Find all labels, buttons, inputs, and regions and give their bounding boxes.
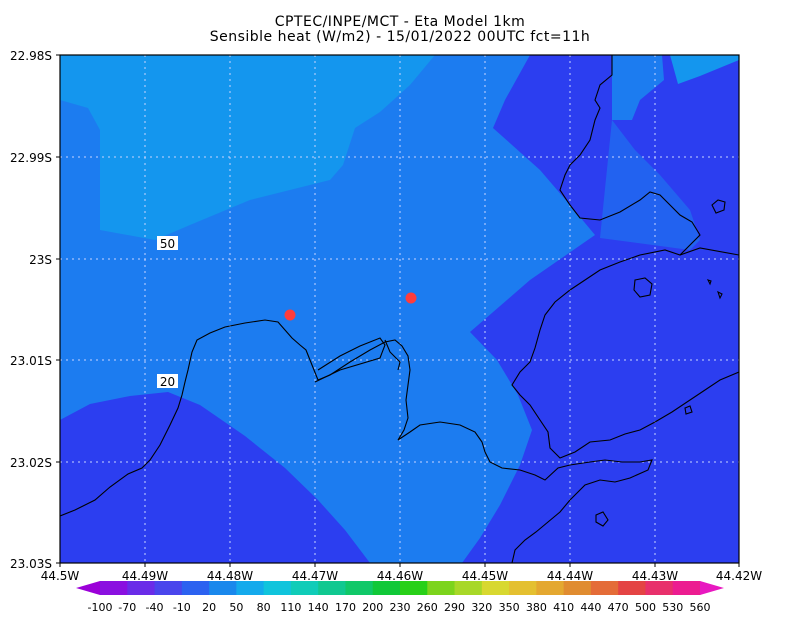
lon-label: 44.5W — [41, 569, 80, 583]
field-above-50-ne — [670, 55, 739, 84]
colorbar-label: 320 — [471, 601, 492, 614]
colorbar-swatch — [127, 581, 156, 595]
field-below-20-west — [60, 392, 370, 563]
colorbar-label: 290 — [444, 601, 465, 614]
svg-text:50: 50 — [160, 237, 175, 251]
axis-ticks — [56, 54, 740, 567]
coastline-islet-5 — [717, 290, 723, 300]
field-20-50-ne-edge — [600, 120, 700, 250]
field-below-20-east — [462, 55, 739, 563]
colorbar-swatch — [454, 581, 483, 595]
colorbar-swatch — [100, 581, 128, 595]
colorbar-label: 560 — [690, 601, 711, 614]
colorbar-swatch — [509, 581, 537, 595]
colorbar-label: 80 — [257, 601, 271, 614]
lat-label: 22.98S — [10, 49, 52, 63]
colorbar — [76, 581, 724, 595]
colorbar-label: 20 — [202, 601, 216, 614]
colorbar-label: -100 — [88, 601, 113, 614]
station-marker — [284, 309, 296, 321]
coastline-islet-3 — [684, 405, 693, 415]
coastline-mainland-west — [60, 319, 653, 563]
colorbar-label: -70 — [118, 601, 136, 614]
colorbar-swatch — [181, 581, 210, 595]
colorbar-label: 110 — [280, 601, 301, 614]
colorbar-swatch — [590, 581, 619, 595]
colorbar-swatch — [427, 581, 456, 595]
field-above-50 — [60, 55, 435, 240]
colorbar-swatch — [318, 581, 346, 595]
colorbar-swatch — [372, 581, 401, 595]
colorbar-swatch — [400, 581, 428, 595]
colorbar-swatch — [209, 581, 237, 595]
coastline — [60, 55, 739, 563]
colorbar-labels: -100 -70 -40 -10 20 50 80 110 140 170 200 230 260 290… — [88, 601, 711, 614]
colorbar-label: 170 — [335, 601, 356, 614]
coastline-inlet — [314, 337, 386, 383]
colorbar-label: 470 — [608, 601, 629, 614]
coastline-island-east — [511, 247, 739, 459]
colorbar-swatch — [563, 581, 592, 595]
coastline-islet-2 — [633, 277, 653, 298]
colorbar-label: 500 — [635, 601, 656, 614]
colorbar-label: 440 — [580, 601, 601, 614]
colorbar-swatch — [645, 581, 674, 595]
colorbar-swatch — [236, 581, 265, 595]
colorbar-swatch — [345, 581, 374, 595]
station-marker — [405, 292, 417, 304]
field-20-50-ne — [612, 55, 664, 120]
colorbar-swatch — [618, 581, 646, 595]
lon-label: 44.46W — [377, 569, 423, 583]
lon-label: 44.45W — [462, 569, 508, 583]
coastline-islet-4 — [595, 511, 609, 527]
colorbar-label: 380 — [526, 601, 547, 614]
colorbar-label: 350 — [499, 601, 520, 614]
lon-label: 44.43W — [632, 569, 678, 583]
lat-label: 23.03S — [10, 557, 52, 571]
longitude-labels: 44.5W 44.49W 44.48W 44.47W 44.46W 44.45W… — [41, 569, 763, 583]
colorbar-swatch — [672, 581, 701, 595]
lon-label: 44.47W — [292, 569, 338, 583]
lat-label: 23.01S — [10, 354, 52, 368]
lat-label: 23.02S — [10, 456, 52, 470]
colorbar-label: 200 — [362, 601, 383, 614]
colorbar-swatch — [154, 581, 183, 595]
colorbar-label: 230 — [390, 601, 411, 614]
colorbar-swatch — [290, 581, 319, 595]
latitude-labels: 22.98S 22.99S 23S 23.01S 23.02S 23.03S — [10, 49, 52, 571]
colorbar-label: 410 — [553, 601, 574, 614]
contour-label-20: 20 — [157, 374, 178, 389]
colorbar-label: 140 — [308, 601, 329, 614]
colorbar-label: -40 — [146, 601, 164, 614]
colorbar-label: 50 — [229, 601, 243, 614]
chart-subtitle: Sensible heat (W/m2) - 15/01/2022 00UTC … — [209, 29, 591, 45]
lon-label: 44.49W — [122, 569, 168, 583]
colorbar-label: -10 — [173, 601, 191, 614]
lon-label: 44.44W — [547, 569, 593, 583]
lon-label: 44.42W — [716, 569, 762, 583]
coastline-islet-1 — [711, 199, 726, 214]
colorbar-swatch — [76, 581, 100, 595]
coastline-northeast — [559, 55, 701, 256]
lon-label: 44.48W — [207, 569, 253, 583]
coastline-islet-6 — [706, 279, 712, 286]
colorbar-swatch — [536, 581, 565, 595]
contour-label-50: 50 — [157, 236, 178, 251]
colorbar-swatch — [481, 581, 510, 595]
svg-text:20: 20 — [160, 375, 175, 389]
colorbar-label: 260 — [417, 601, 438, 614]
colorbar-label: 530 — [662, 601, 683, 614]
colorbar-swatch — [263, 581, 292, 595]
chart-title: CPTEC/INPE/MCT - Eta Model 1km — [274, 14, 526, 30]
colorbar-swatch — [700, 581, 724, 595]
lat-label: 23S — [29, 253, 52, 267]
lat-label: 22.99S — [10, 151, 52, 165]
coastline-inlet-2 — [384, 339, 401, 371]
